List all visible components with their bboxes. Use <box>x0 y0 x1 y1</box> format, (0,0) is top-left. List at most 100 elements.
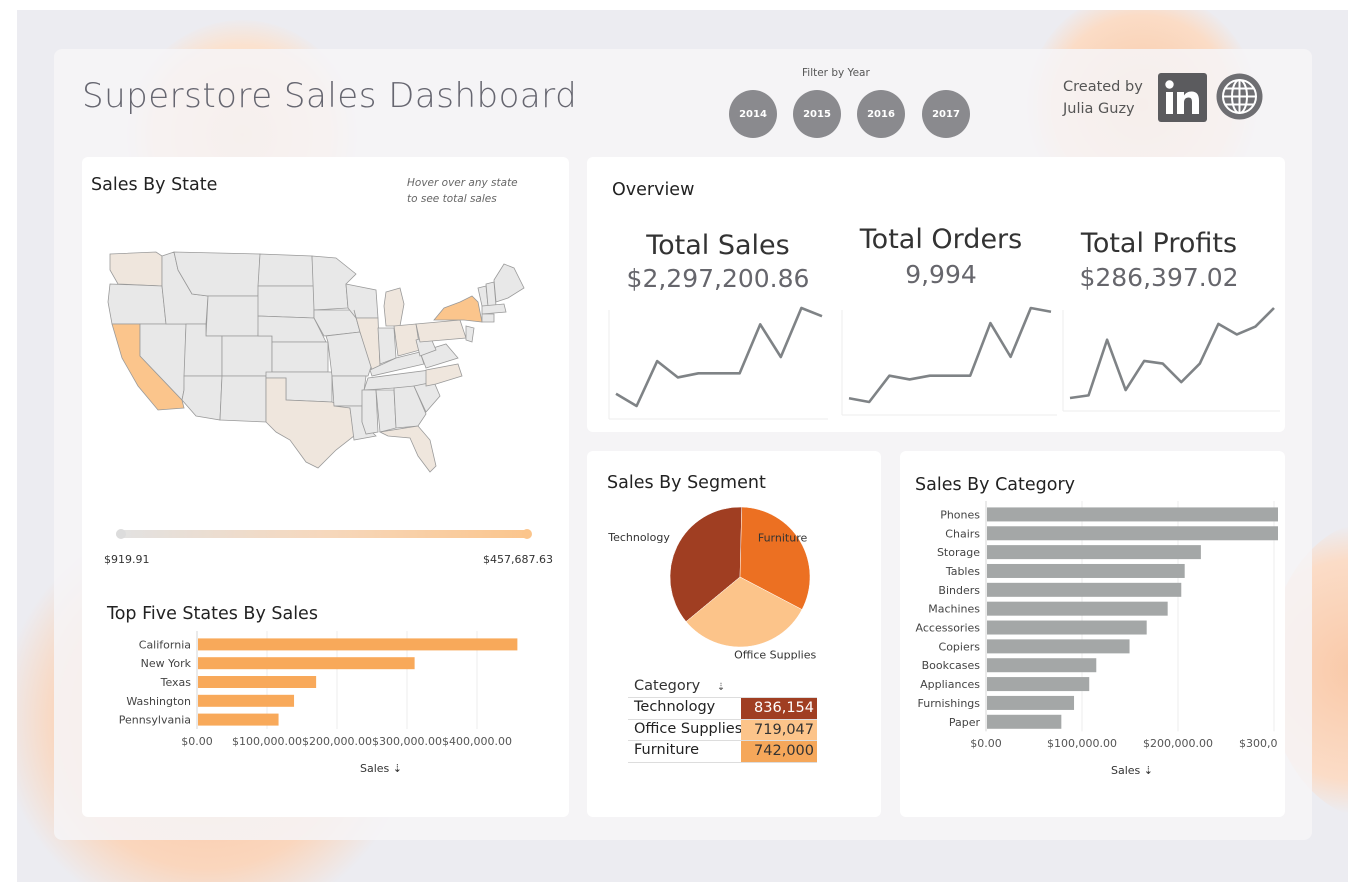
x-axis-title: Sales ⇣ <box>1111 764 1153 777</box>
category-row-value: 742,000 <box>741 741 817 762</box>
category-label: Texas <box>160 676 192 689</box>
bar <box>987 545 1201 560</box>
category-label: Pennsylvania <box>119 714 191 727</box>
map-state-north-dakota <box>257 253 315 287</box>
bar <box>987 582 1182 597</box>
segment-title: Sales By Segment <box>607 473 766 493</box>
bar <box>987 507 1278 522</box>
bar <box>198 638 518 651</box>
category-table-row: Office Supplies 719,047 <box>628 719 817 741</box>
sort-icon[interactable]: ⇣ <box>716 682 726 693</box>
kpi-total-profits-label: Total Profits <box>1080 228 1238 259</box>
category-label: Tables <box>945 565 980 578</box>
globe-icon[interactable] <box>1216 73 1263 120</box>
map-state-new-jersey <box>465 325 475 343</box>
bar <box>987 677 1090 692</box>
map-state-alabama <box>375 389 397 433</box>
map-hint-line2: to see total sales <box>407 193 497 205</box>
map-legend-max: $457,687.63 <box>483 553 553 566</box>
us-sales-map[interactable] <box>100 240 540 480</box>
x-tick-label: $0.00 <box>970 737 1002 750</box>
sparkline-line <box>615 306 823 408</box>
author-name: Julia Guzy <box>1063 101 1135 117</box>
category-row-name: Technology <box>634 699 716 715</box>
category-chart-title: Sales By Category <box>915 475 1076 495</box>
map-hint: Hover over any state to see total sales <box>407 175 518 207</box>
bar <box>987 620 1147 635</box>
map-state-massachusetts <box>481 303 507 315</box>
x-tick-label: $300,000.00 <box>1239 737 1278 750</box>
map-state-north-carolina <box>425 363 463 387</box>
category-table-row: Furniture 742,000 <box>628 740 817 763</box>
year-filter-2015-button[interactable]: 2015 <box>793 90 841 138</box>
pie-slice-label: Technology <box>607 531 670 544</box>
total-profits-sparkline <box>1062 307 1280 412</box>
bar <box>987 639 1130 654</box>
category-label: Phones <box>940 508 980 521</box>
map-state-indiana <box>377 327 397 365</box>
category-table-header-label: Category <box>634 678 701 694</box>
map-state-mississippi <box>361 389 379 435</box>
map-state-pennsylvania <box>415 319 467 343</box>
category-label: Binders <box>938 584 980 597</box>
pie-slice <box>669 506 743 622</box>
map-state-maine <box>493 263 525 303</box>
kpi-total-orders-value: 9,994 <box>905 260 977 289</box>
map-state-kansas <box>271 341 329 373</box>
linkedin-icon[interactable] <box>1158 73 1207 122</box>
category-label: New York <box>141 657 192 670</box>
map-state-florida <box>378 425 437 473</box>
bar <box>987 714 1062 729</box>
created-by-label: Created by <box>1063 79 1143 95</box>
map-state-wyoming <box>205 295 261 337</box>
top-states-chart: $0.00 $100,000.00 $200,000.00 $300,000.00 $4… <box>119 631 518 775</box>
category-label: Washington <box>126 695 191 708</box>
x-tick-label: $400,000.00 <box>442 735 512 748</box>
segment-pie-chart[interactable]: Technology Furniture Office Supplies <box>600 500 880 660</box>
year-filter-2014-button[interactable]: 2014 <box>729 90 777 138</box>
total-sales-sparkline <box>608 306 828 420</box>
kpi-total-profits-value: $286,397.02 <box>1079 263 1239 292</box>
category-bar-chart: $0.00 $100,000.00 $200,000.00 $300,000.00 Ph… <box>916 501 1278 777</box>
bar <box>198 657 415 670</box>
sparkline-line <box>1069 307 1275 400</box>
map-title: Sales By State <box>91 175 218 195</box>
category-label: California <box>139 638 191 651</box>
map-state-michigan <box>383 287 405 327</box>
category-table-header: Category ⇣ <box>634 678 725 694</box>
bar <box>987 526 1278 541</box>
x-tick-label: $300,000.00 <box>372 735 442 748</box>
x-tick-label: $100,000.00 <box>232 735 302 748</box>
overview-card <box>587 157 1285 432</box>
map-state-new-york <box>433 295 483 323</box>
x-tick-label: $200,000.00 <box>302 735 372 748</box>
sparkline-line <box>848 306 1052 404</box>
kpi-total-orders-label: Total Orders <box>859 224 1023 255</box>
kpi-total-sales-value: $2,297,200.86 <box>626 264 810 293</box>
year-filter-2016-button[interactable]: 2016 <box>857 90 905 138</box>
pie-slice <box>739 506 811 610</box>
category-label: Paper <box>949 716 981 729</box>
bar <box>198 694 295 707</box>
pie-slice-label: Furniture <box>758 532 808 545</box>
map-state-new-mexico <box>219 375 267 423</box>
top-states-title: Top Five States By Sales <box>107 604 318 624</box>
map-state-texas <box>265 377 355 469</box>
x-tick-label: $0.00 <box>181 735 213 748</box>
x-axis-title: Sales ⇣ <box>360 762 402 775</box>
category-row-value: 836,154 <box>741 698 817 719</box>
category-label: Chairs <box>945 527 980 540</box>
map-state-arizona <box>181 375 223 421</box>
bar <box>198 713 279 726</box>
map-state-oregon <box>107 283 167 325</box>
map-state-arkansas <box>331 375 367 407</box>
year-filter-2017-button[interactable]: 2017 <box>922 90 970 138</box>
category-label: Furnishings <box>918 697 981 710</box>
map-hint-line1: Hover over any state <box>407 177 518 189</box>
map-state-colorado <box>221 335 273 377</box>
bar <box>987 601 1168 616</box>
bar <box>987 658 1097 673</box>
pie-slice-label: Office Supplies <box>734 649 816 660</box>
map-legend-min: $919.91 <box>104 553 150 566</box>
overview-title: Overview <box>612 180 695 200</box>
